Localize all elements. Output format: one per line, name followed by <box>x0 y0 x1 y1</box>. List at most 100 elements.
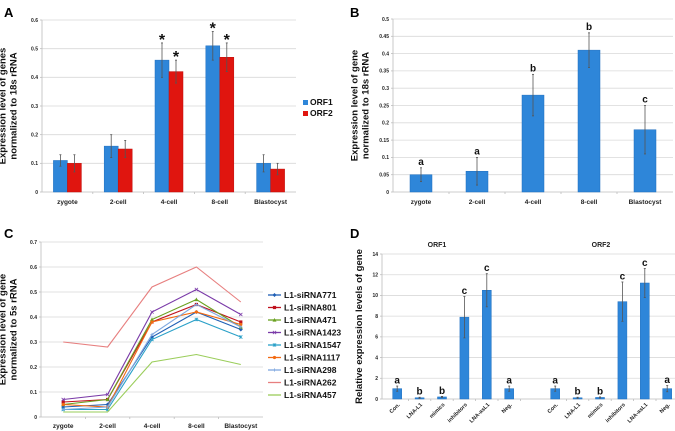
series-l1-sirna298 <box>61 302 243 412</box>
data-point <box>150 310 154 314</box>
legend-label: L1-siRNA457 <box>284 390 337 400</box>
series-l1-sirna457 <box>63 353 241 413</box>
x-tick-label: zygote <box>411 199 432 206</box>
y-tick-label: 0 <box>34 415 37 421</box>
chart-d: 0 2 4 6 8 10 12 14 Relative expression levels of… <box>354 242 675 425</box>
x-tick-label: LNA-asL1 <box>469 402 491 424</box>
y-tick-label: 0.2 <box>31 132 38 138</box>
y-tick-label: 0.2 <box>382 121 389 127</box>
data-point <box>61 402 65 407</box>
series-l1-sirna771 <box>61 310 243 409</box>
legend-item: L1-siRNA471 <box>268 315 337 325</box>
significance-marker: * <box>224 32 231 49</box>
y-tick-label: 0 <box>375 397 378 403</box>
data-point <box>150 320 154 324</box>
significance-marker: * <box>159 32 166 49</box>
legend-marker <box>272 343 277 347</box>
data-point <box>239 325 243 329</box>
data-point <box>239 320 243 324</box>
legend-label: L1-siRNA1547 <box>284 340 341 350</box>
data-point <box>238 335 243 339</box>
significance-letter: b <box>597 386 603 397</box>
data-point <box>194 317 199 322</box>
series-l1-sirna1547 <box>61 317 243 412</box>
legend-item: L1-siRNA1423 <box>268 328 341 338</box>
data-point <box>105 397 110 402</box>
y-tick-label: 0.1 <box>382 155 389 161</box>
data-point <box>194 310 198 314</box>
y-tick-label: 0.3 <box>30 340 37 346</box>
bar-orf1 <box>154 59 170 193</box>
y-tick-label: 0.7 <box>30 240 37 246</box>
legend-label: L1-siRNA471 <box>284 315 337 325</box>
y-tick-label: 0.6 <box>31 18 38 24</box>
significance-letter: c <box>484 263 490 274</box>
y-tick-label: 14 <box>372 252 378 258</box>
significance-letter: a <box>474 146 480 157</box>
y-tick-label: 0.5 <box>31 46 38 52</box>
significance-letter: b <box>439 386 445 397</box>
legend-swatch-orf1 <box>303 100 308 105</box>
significance-letter: c <box>620 271 626 282</box>
bar-orf2 <box>219 57 235 193</box>
legend-label: L1-siRNA1117 <box>284 353 340 363</box>
group-orf2: ORF2aCon.bLNA-L1bmimicscinhibitorscLNA-a… <box>547 242 672 425</box>
data-point <box>194 302 198 307</box>
legend-marker <box>272 318 277 322</box>
legend-marker <box>272 305 277 310</box>
y-tick-label: 0.4 <box>382 51 389 57</box>
y-tick-label: 8 <box>375 314 378 320</box>
x-tick-label: 8-cell <box>188 423 205 430</box>
x-tick-label: Neg. <box>659 402 672 415</box>
y-tick-label: 0.15 <box>379 138 389 144</box>
significance-letter: c <box>462 286 468 297</box>
x-tick-label: zygote <box>53 423 74 430</box>
x-tick-label: 2-cell <box>110 199 127 206</box>
y-tick-label: 0.05 <box>379 173 389 179</box>
bar <box>640 282 650 400</box>
x-tick-label: 4-cell <box>525 199 542 206</box>
significance-marker: * <box>210 20 217 37</box>
significance-letter: a <box>506 376 512 387</box>
panel-label-a: A <box>4 5 14 20</box>
data-point <box>150 332 154 337</box>
legend-label: L1-siRNA771 <box>284 290 337 300</box>
significance-letter: a <box>394 376 400 387</box>
y-tick-label: 0.3 <box>31 104 38 110</box>
series-l1-sirna1423 <box>61 287 243 402</box>
legend-marker <box>272 293 277 297</box>
legend-item: L1-siRNA771 <box>268 290 337 300</box>
data-point <box>61 397 66 402</box>
y-tick-label: 12 <box>372 273 378 279</box>
significance-letter: c <box>642 258 648 269</box>
legend-label: L1-siRNA262 <box>284 378 337 388</box>
panel-label-c: C <box>4 226 14 241</box>
bar-orf2 <box>168 71 184 193</box>
y-tick-label: 4 <box>375 355 378 361</box>
x-tick-label: LNA-L1 <box>406 402 424 420</box>
data-point <box>238 312 243 317</box>
group-orf1: ORF1aCon.bLNA-L1bmimicscinhibitorscLNA-a… <box>389 242 521 425</box>
group-title: ORF1 <box>428 242 447 249</box>
legend-label-orf2: ORF2 <box>310 108 333 118</box>
significance-letter: b <box>417 387 423 398</box>
y-tick-label: 0.3 <box>382 86 389 92</box>
x-tick-label: LNA-asL1 <box>627 402 649 424</box>
y-tick-label: 2 <box>375 376 378 382</box>
x-tick-label: 2-cell <box>99 423 116 430</box>
legend-item: L1-siRNA801 <box>268 303 337 313</box>
bar-orf1 <box>205 45 221 193</box>
y-axis-title: normalized to 5s rRNA <box>9 278 20 380</box>
data-point <box>239 322 243 327</box>
x-tick-label: LNA-L1 <box>564 402 582 420</box>
data-point <box>194 297 199 302</box>
legend-item: L1-siRNA457 <box>268 390 337 400</box>
y-axis-title: Expression level of gene <box>0 274 9 385</box>
series-line <box>63 353 241 413</box>
significance-letter: a <box>552 376 558 387</box>
x-tick-label: inhibitors <box>447 402 469 424</box>
x-tick-label: Blastocyst <box>224 423 258 430</box>
x-tick-label: mimics <box>587 402 605 420</box>
significance-marker: * <box>173 49 180 66</box>
